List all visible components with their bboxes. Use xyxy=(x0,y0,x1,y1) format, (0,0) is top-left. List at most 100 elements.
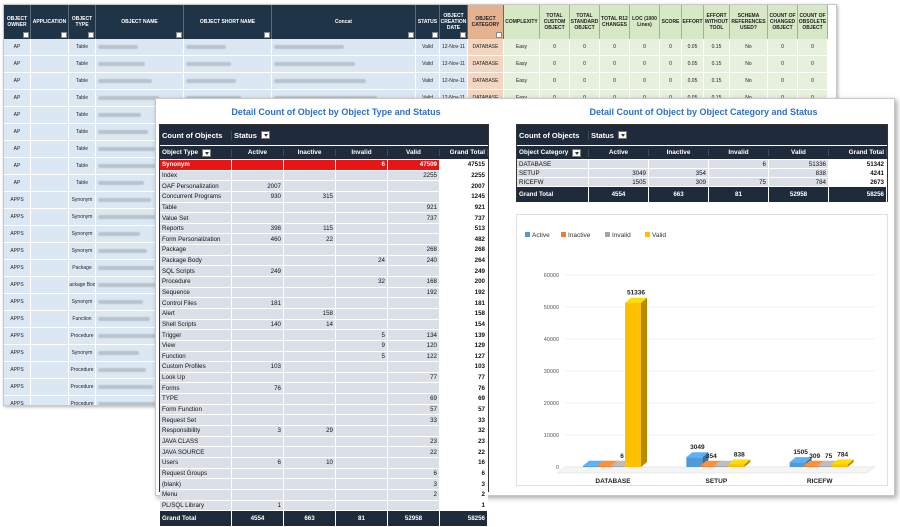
sheet-column-header[interactable]: OBJECT NAME xyxy=(96,5,184,39)
cell-metric: 0 xyxy=(540,56,570,72)
cell-concat-redacted xyxy=(272,73,416,89)
cell-object-type: Synonym xyxy=(69,192,96,208)
sheet-column-header[interactable]: EFFORT xyxy=(682,5,704,39)
cell-application xyxy=(31,209,69,225)
filter-dropdown-icon[interactable] xyxy=(460,32,466,38)
row-grand-total: 2255 xyxy=(440,170,488,181)
row-field-label[interactable]: Object Category xyxy=(517,148,589,157)
sheet-column-header[interactable]: TOTAL R12 CHANGES xyxy=(600,5,630,39)
sheet-column-header[interactable]: APPLICATION xyxy=(31,5,69,39)
value-cell: 240 xyxy=(388,255,440,266)
sheet-column-header[interactable]: OBJECT CATEGORY xyxy=(468,5,504,39)
value-cell xyxy=(336,372,388,383)
row-label: Form Personalization xyxy=(160,234,232,245)
sheet-column-header[interactable]: OBJECT CREATION DATE xyxy=(440,5,468,39)
value-cell xyxy=(232,372,284,383)
row-label: Custom Profiles xyxy=(160,362,232,372)
cell-metric: No xyxy=(730,73,768,89)
sheet-column-header[interactable]: COUNT OF CHANGED OBJECT xyxy=(768,5,798,39)
row-label: (blank) xyxy=(160,479,232,489)
sheet-column-header[interactable]: COMPLEXITY xyxy=(504,5,540,39)
cell-status: Valid xyxy=(416,73,440,89)
pivot-data-row: (blank) 3 3 xyxy=(160,479,488,490)
sheet-column-header[interactable]: Concat xyxy=(272,5,416,39)
filter-dropdown-icon[interactable] xyxy=(432,32,438,38)
row-filter-dropdown-icon[interactable] xyxy=(202,148,212,157)
value-cell xyxy=(232,468,284,479)
row-filter-dropdown-icon[interactable] xyxy=(572,148,582,157)
value-cell xyxy=(232,415,284,426)
cell-owner: APPS xyxy=(4,379,31,395)
cell-metric: No xyxy=(730,39,768,55)
sheet-column-header[interactable]: OBJECT SHORT NAME xyxy=(184,5,272,39)
pivot-data-row: Control Files 181 181 xyxy=(160,298,488,309)
cell-metric: 0.05 xyxy=(682,56,704,72)
filter-dropdown-icon[interactable] xyxy=(496,32,502,38)
sheet-column-header[interactable]: OBJECT OWNER xyxy=(4,5,31,39)
bar-valid xyxy=(831,464,848,467)
status-filter[interactable]: Status xyxy=(589,130,887,140)
legend-entry: Valid xyxy=(652,232,666,239)
cell-object-type: Table xyxy=(69,141,96,157)
sheet-column-header[interactable]: TOTAL STANDARD OBJECT xyxy=(570,5,600,39)
column-header: Active xyxy=(589,149,649,156)
sheet-column-header[interactable]: STATUS xyxy=(416,5,440,39)
row-label: SQL Scripts xyxy=(160,266,232,277)
filter-dropdown-icon[interactable] xyxy=(23,32,29,38)
row-field-label[interactable]: Object Type xyxy=(160,148,232,157)
value-cell xyxy=(336,436,388,447)
grand-total-value: 58256 xyxy=(440,511,488,527)
pivot-data-row: Sequence 192 192 xyxy=(160,287,488,299)
filter-dropdown-icon[interactable] xyxy=(617,131,627,139)
column-header: Inactive xyxy=(284,149,336,156)
value-cell: 5 xyxy=(336,330,388,340)
row-label: Procedure xyxy=(160,277,232,287)
sheet-column-header[interactable]: TOTAL CUSTOM OBJECT xyxy=(540,5,570,39)
row-label: Control Files xyxy=(160,298,232,308)
filter-dropdown-icon[interactable] xyxy=(264,32,270,38)
pivot-data-row: Custom Profiles 103 103 xyxy=(160,362,488,373)
value-cell xyxy=(336,308,388,319)
grand-total-label: Grand Total xyxy=(160,511,232,527)
cell-owner: AP xyxy=(4,158,31,174)
row-label: Alert xyxy=(160,308,232,319)
sheet-column-header[interactable]: SCHEMA REFERENCES USED? xyxy=(730,5,768,39)
pivot1-title: Detail Count of Object by Object Type an… xyxy=(231,107,441,117)
sheet-column-header[interactable]: OBJECT TYPE xyxy=(69,5,96,39)
redacted-text xyxy=(98,300,143,304)
value-cell xyxy=(388,362,440,372)
value-cell xyxy=(336,298,388,308)
value-cell xyxy=(284,500,336,511)
cell-application xyxy=(31,362,69,378)
sheet-column-header[interactable]: COUNT OF OBSOLETE OBJECT xyxy=(798,5,828,39)
cell-application xyxy=(31,260,69,276)
bar-top xyxy=(789,457,812,463)
filter-dropdown-icon[interactable] xyxy=(176,32,182,38)
cell-application xyxy=(31,226,69,242)
sheet-column-header[interactable]: SCORE xyxy=(660,5,682,39)
cell-object-type: Synonym xyxy=(69,294,96,310)
filter-dropdown-icon[interactable] xyxy=(61,32,67,38)
redacted-text xyxy=(98,198,151,202)
grand-total-value: 52958 xyxy=(769,187,829,202)
column-header: Invalid xyxy=(709,149,769,156)
filter-dropdown-icon[interactable] xyxy=(408,32,414,38)
status-filter[interactable]: Status xyxy=(232,130,488,140)
value-cell: 3 xyxy=(232,426,284,436)
cell-application xyxy=(31,379,69,395)
cell-application xyxy=(31,39,69,55)
cell-metric: 0 xyxy=(600,39,630,55)
filter-dropdown-icon[interactable] xyxy=(260,131,270,139)
redacted-text xyxy=(98,385,153,389)
filter-dropdown-icon[interactable] xyxy=(88,32,94,38)
data-label: 354 xyxy=(706,453,717,460)
cell-owner: APPS xyxy=(4,192,31,208)
cell-object-type: Table xyxy=(69,107,96,123)
sheet-column-header[interactable]: EFFORT WITHOUT TOOL xyxy=(704,5,730,39)
sheet-column-header[interactable]: LOC (1000 Lines) xyxy=(630,5,660,39)
pivot-data-row: Responsibility 3 29 32 xyxy=(160,426,488,437)
pivot-report-panel: Detail Count of Object by Object Type an… xyxy=(155,98,895,527)
row-grand-total: 57 xyxy=(440,404,488,415)
value-cell xyxy=(336,170,388,181)
pivot-data-row: Users 6 10 16 xyxy=(160,457,488,469)
